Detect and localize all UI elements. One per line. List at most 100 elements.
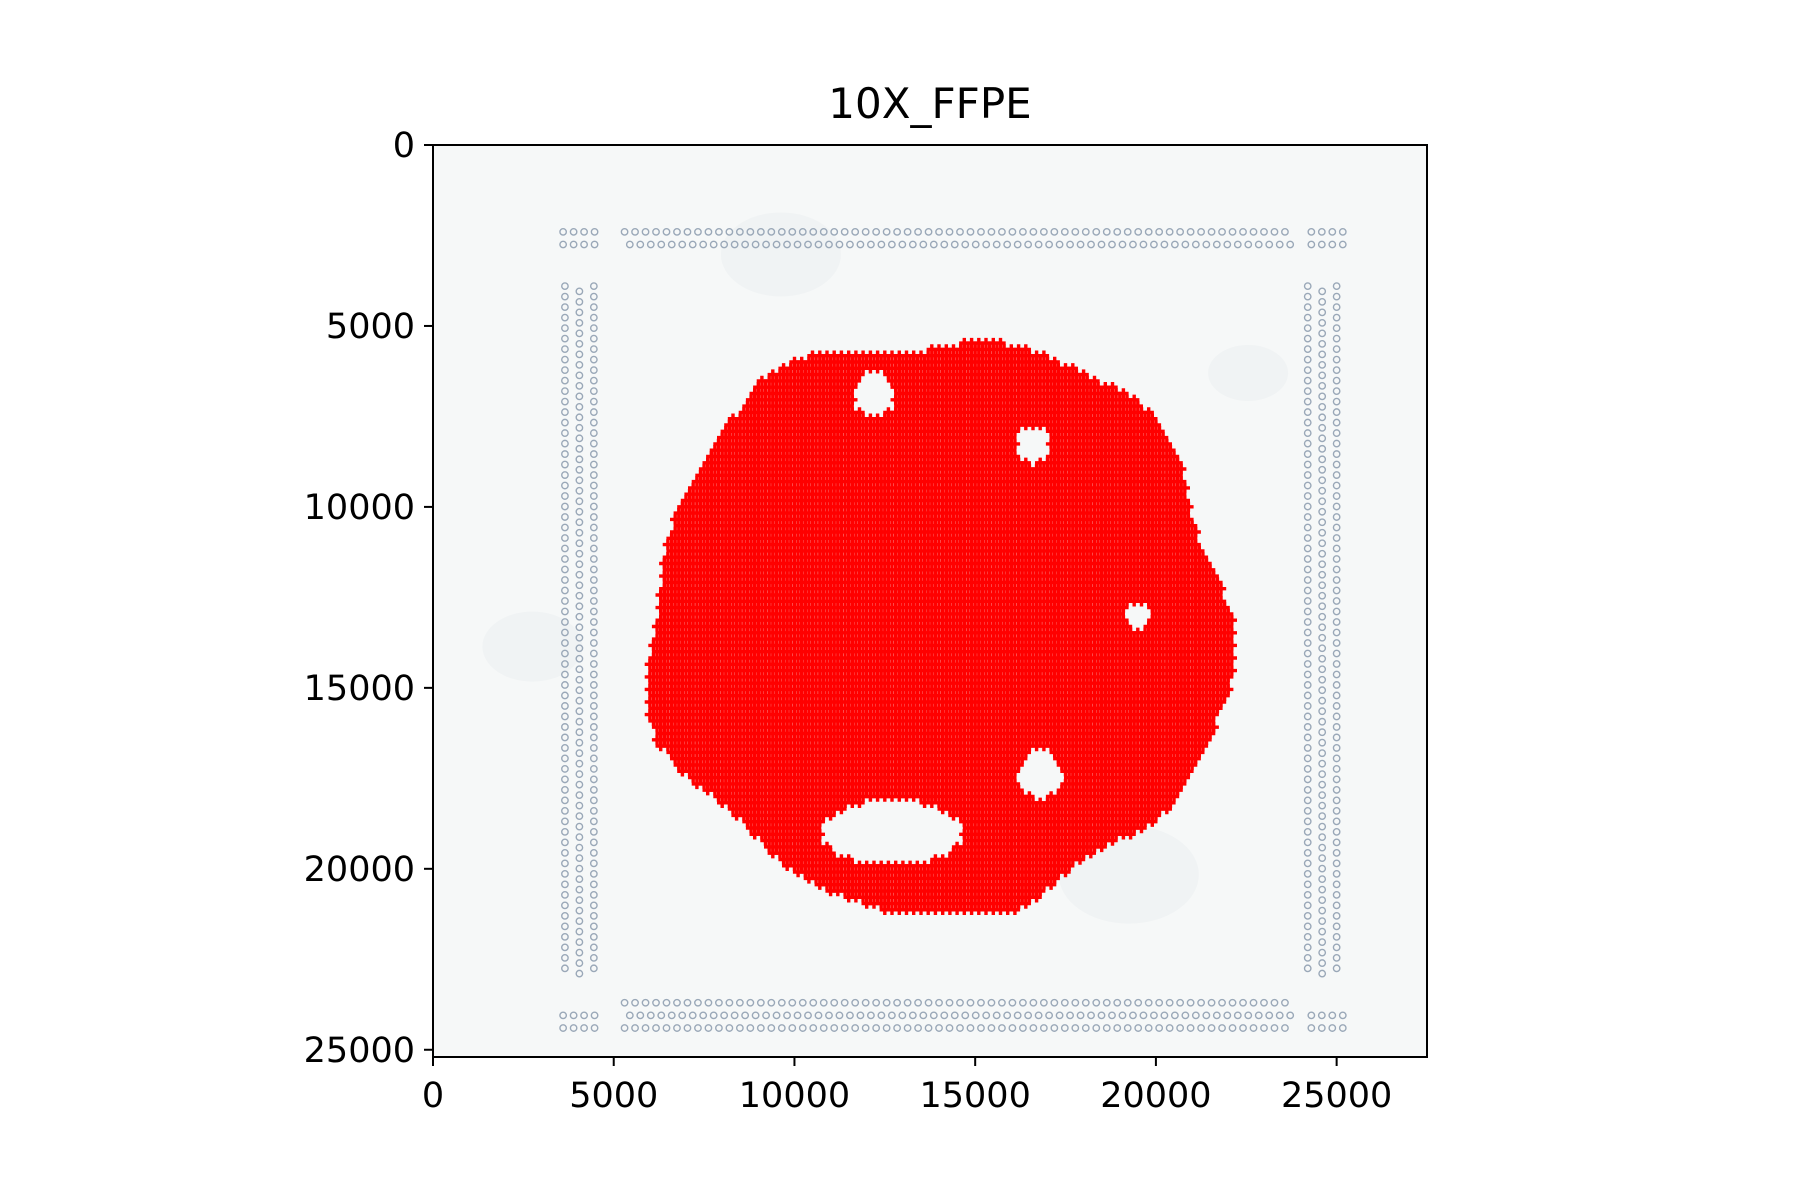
fiducial-dot (575, 402, 584, 411)
fiducial-dot (1218, 998, 1226, 1007)
fiducial-dot (1318, 476, 1327, 485)
fiducial-dot (809, 998, 818, 1007)
fiducial-dot (575, 948, 584, 957)
fiducial-dot (914, 1024, 922, 1032)
fiducial-dot (1332, 922, 1341, 931)
fiducial-dot (908, 1011, 917, 1020)
fiducial-dot (867, 240, 875, 249)
fiducial-dot (1317, 227, 1326, 236)
fiducial-dot (1249, 998, 1258, 1007)
fiducial-dot (575, 696, 584, 705)
fiducial-dot (1087, 1011, 1095, 1020)
fiducial-dot (1270, 998, 1279, 1007)
fiducial-dot (1332, 943, 1341, 952)
fiducial-dot (1045, 240, 1053, 249)
fiducial-dot (1303, 953, 1312, 962)
fiducial-dot (1318, 539, 1327, 548)
fiducial-dot (559, 240, 568, 249)
fiducial-dot (589, 670, 598, 679)
fiducial-dot (914, 227, 922, 236)
fiducial-dot (1303, 796, 1312, 805)
fiducial-dot (1303, 775, 1312, 784)
fiducial-dot (1318, 371, 1327, 380)
fiducial-dot (998, 998, 1006, 1007)
fiducial-dot (709, 1011, 718, 1020)
fiducial-dot (720, 1011, 729, 1020)
fiducial-dot (903, 1024, 912, 1032)
fiducial-dot (809, 227, 818, 236)
fiducial-dot (1123, 998, 1132, 1007)
fiducial-dot (561, 765, 569, 773)
fiducial-dot (561, 660, 569, 668)
fiducial-dot (575, 612, 584, 621)
fiducial-dot (1332, 890, 1341, 899)
fiducial-dot (929, 240, 938, 249)
fiducial-dot (1144, 1024, 1153, 1032)
fiducial-dot (746, 227, 755, 236)
fiducial-dot (1113, 227, 1122, 236)
fiducial-dot (935, 227, 943, 236)
fiducial-dot (1150, 1011, 1158, 1020)
fiducial-dot (683, 227, 692, 236)
fiducial-dot (867, 1011, 875, 1020)
fiducial-dot (1318, 423, 1327, 432)
fiducial-dot (1303, 765, 1312, 773)
fiducial-dot (1318, 329, 1327, 338)
fiducial-dot (735, 227, 744, 236)
fiducial-dot (589, 513, 598, 521)
fiducial-dot (1050, 998, 1059, 1007)
fiducial-dot (788, 998, 797, 1007)
fiducial-dot (798, 998, 807, 1007)
fiducial-dot (1318, 381, 1327, 390)
fiducial-dot (1275, 240, 1284, 249)
fiducial-dot (575, 801, 584, 810)
fiducial-dot (1303, 807, 1312, 815)
fiducial-dot (589, 733, 598, 742)
fiducial-dot (1303, 859, 1312, 868)
fiducial-dot (830, 227, 839, 236)
fiducial-dot (950, 240, 959, 249)
fiducial-dot (1118, 1011, 1127, 1020)
fiducial-dot (1134, 998, 1143, 1007)
fiducial-dot (788, 1024, 797, 1032)
fiducial-dot (1318, 833, 1327, 842)
fiducial-dot (641, 998, 650, 1007)
fiducial-dot (1055, 240, 1064, 249)
fiducial-dot (561, 786, 569, 794)
fiducial-dot (1318, 791, 1327, 800)
fiducial-dot (1303, 418, 1312, 427)
fiducial-dot (1024, 240, 1033, 249)
fiducial-dot (631, 998, 639, 1007)
fiducial-dot (589, 786, 598, 794)
fiducial-dot (561, 943, 569, 952)
fiducial-dot (1332, 523, 1341, 532)
fiducial-dot (1303, 324, 1312, 333)
fiducial-dot (1332, 628, 1341, 637)
fiducial-dot (1318, 444, 1327, 453)
fiducial-dot (1303, 649, 1312, 658)
fiducial-dot (1303, 786, 1312, 794)
fiducial-dot (1303, 565, 1312, 574)
fiducial-dot (846, 1011, 854, 1020)
fiducial-dot (575, 759, 584, 768)
fiducial-dot (575, 843, 584, 852)
fiducial-dot (1186, 227, 1195, 236)
fiducial-dot (1081, 227, 1090, 236)
fiducial-dot (1018, 227, 1027, 236)
fiducial-dot (992, 1011, 1001, 1020)
fiducial-dot (1303, 303, 1312, 312)
fiducial-dot (1303, 439, 1312, 448)
fiducial-dot (589, 848, 598, 857)
fiducial-dot (924, 998, 933, 1007)
fiducial-dot (704, 1024, 713, 1032)
fiducial-dot (1029, 998, 1038, 1007)
fiducial-dot (992, 240, 1001, 249)
fiducial-dot (673, 227, 681, 236)
fiducial-dot (1332, 471, 1341, 479)
fiducial-dot (589, 817, 598, 826)
fiducial-dot (662, 227, 671, 236)
fiducial-dot (678, 1011, 687, 1020)
fiducial-dot (580, 227, 588, 236)
fiducial-dot (1181, 240, 1190, 249)
fiducial-dot (1318, 854, 1327, 863)
